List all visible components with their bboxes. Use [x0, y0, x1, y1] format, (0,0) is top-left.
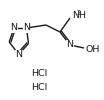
Text: N: N [23, 24, 30, 32]
Text: N: N [15, 50, 22, 59]
Text: NH: NH [72, 10, 86, 20]
Text: 2: 2 [76, 10, 80, 16]
Text: N: N [66, 40, 74, 50]
Text: HCl: HCl [31, 68, 47, 78]
Text: N: N [11, 24, 17, 32]
Text: OH: OH [85, 45, 99, 54]
Text: HCl: HCl [31, 82, 47, 92]
